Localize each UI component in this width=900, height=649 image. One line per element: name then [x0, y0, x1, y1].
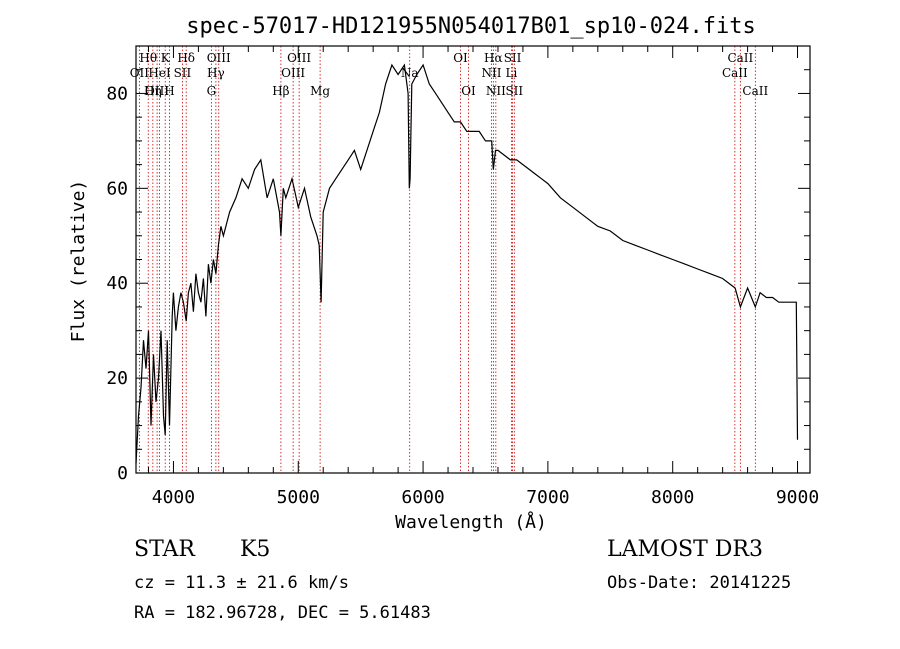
y-tick-label: 20	[106, 368, 128, 389]
spectral-line-label: Li	[506, 66, 518, 80]
x-tick-label: 4000	[152, 487, 195, 508]
spectral-line-label: Hβ	[272, 84, 289, 98]
observation-date: Obs-Date: 20141225	[607, 573, 792, 593]
x-tick-label: 5000	[277, 487, 320, 508]
spectral-line-label: NII	[481, 66, 501, 80]
y-tick-label: 40	[106, 273, 128, 294]
axis-ticks: 4000 5000 6000 7000 8000 9000 0 20 40 60 80	[106, 45, 819, 508]
y-axis-label: Flux (relative)	[68, 180, 89, 343]
spectral-line-label: G	[207, 84, 217, 98]
spectral-line-label: CaII	[727, 51, 753, 65]
spectral-line-label: OII	[130, 66, 150, 80]
y-tick-label: 60	[106, 178, 128, 199]
spectral-line-label: Hα	[484, 51, 503, 65]
chart-title: spec-57017-HD121955N054017B01_sp10-024.f…	[186, 14, 756, 39]
spectral-line-labels: HθOIIHηOIIIHeIKHSIIHδGHγOIIIHβOIIIOIIIMg…	[130, 51, 769, 98]
spectral-line-label: Hγ	[207, 66, 225, 80]
spectral-line-label: OIII	[207, 51, 231, 65]
spectral-line-label: H	[164, 84, 174, 98]
x-tick-label: 7000	[526, 487, 569, 508]
x-tick-label: 8000	[651, 487, 694, 508]
survey-name: LAMOST DR3	[607, 537, 763, 562]
spectral-line-label: NII	[486, 84, 506, 98]
x-tick-label: 6000	[401, 487, 444, 508]
spectral-line-label: SII	[504, 51, 522, 65]
spectral-line-markers	[138, 46, 756, 473]
spectral-line-label: OIII	[281, 66, 305, 80]
spectral-line-label: Mg	[310, 84, 330, 98]
spectral-line-label: CaII	[722, 66, 748, 80]
object-class: STAR	[134, 537, 195, 562]
y-tick-label: 0	[117, 463, 128, 484]
spectral-line-label: K	[161, 51, 171, 65]
flux-series-line	[135, 63, 799, 464]
plot-frame	[135, 45, 811, 474]
spectral-line-label: CaII	[742, 84, 768, 98]
spectral-line-label: SII	[174, 66, 192, 80]
spectral-line-label: OIII	[145, 84, 169, 98]
spectral-line-label: Na	[401, 66, 419, 80]
object-subclass: K5	[240, 537, 271, 562]
spectral-line-label: Hδ	[177, 51, 195, 65]
spectral-line-label: OI	[453, 51, 468, 65]
spectral-line-label: OIII	[287, 51, 311, 65]
y-tick-label: 80	[106, 83, 128, 104]
spectral-line-label: Hθ	[139, 51, 157, 65]
sky-coordinates: RA = 182.96728, DEC = 5.61483	[134, 603, 431, 623]
spectral-line-label: SII	[505, 84, 523, 98]
spectral-line-label: Hη	[144, 84, 162, 98]
spectral-line-label: OI	[461, 84, 476, 98]
x-axis-label: Wavelength (Å)	[395, 511, 547, 533]
spectral-line-label: HeI	[148, 66, 171, 80]
redshift-velocity: cz = 11.3 ± 21.6 km/s	[134, 573, 349, 593]
x-tick-label: 9000	[776, 487, 819, 508]
